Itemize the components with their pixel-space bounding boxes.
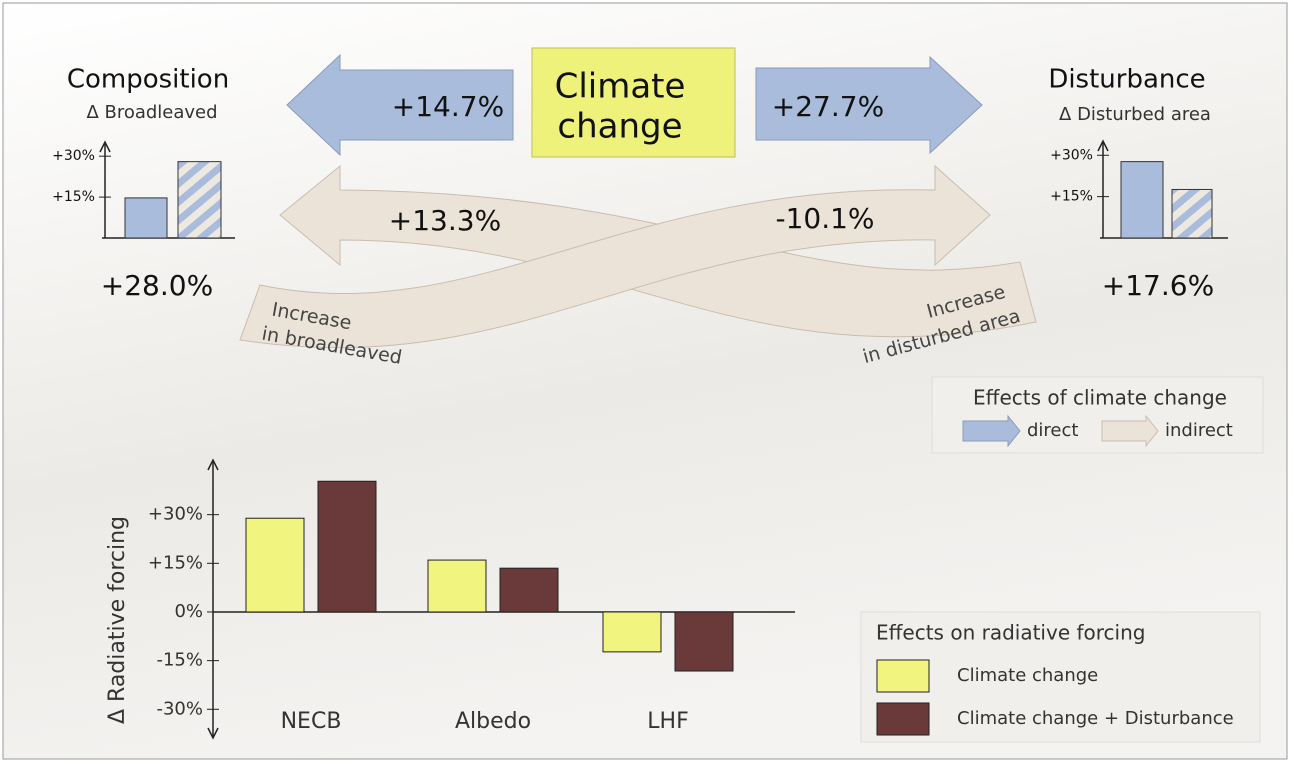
panel-subtitle: Δ Disturbed area [1059,104,1211,125]
direct-value: +14.7% [392,90,504,123]
legend-label: Climate change + Disturbance [957,708,1234,729]
legend-label: indirect [1165,420,1233,441]
indirect-value: +13.3% [389,204,501,237]
legend-swatch [1101,414,1159,448]
axis-arrow [1097,139,1109,152]
legend-swatch [876,659,930,693]
panel-subtitle: Δ Broadleaved [86,102,217,123]
bar [602,611,662,653]
bar [1120,161,1164,239]
axis-arrow [99,140,111,153]
y-tick-label: +30% [52,148,95,164]
legend-swatch [962,414,1021,448]
x-tick-label: Albedo [455,709,531,734]
y-tick-label: +30% [148,504,203,525]
x-tick-label: LHF [647,709,688,734]
legend-title: Effects on radiative forcing [876,621,1145,645]
y-tick-label: -30% [156,698,203,719]
y-tick-label: +15% [52,189,95,205]
center-box [531,47,736,158]
legend-swatch [876,702,930,736]
legend-label: direct [1027,420,1078,441]
bar [1171,188,1213,239]
bar [245,517,305,613]
direct-arrow-right [755,55,983,155]
indirect-value: -10.1% [775,202,874,235]
axis-arrow [207,727,219,740]
y-tick-label: +30% [1050,147,1093,163]
y-tick-label: +15% [1050,189,1093,205]
direct-value: +27.7% [772,90,884,123]
center-label: change [557,107,682,147]
y-tick-label: -15% [156,650,203,671]
panel-total: +17.6% [1102,269,1214,302]
panel-title: Composition [67,65,229,95]
y-tick-label: +15% [148,552,203,573]
legend-label: Climate change [957,665,1098,686]
center-label: Climate [555,67,686,107]
axis-arrow [207,458,219,471]
panel-total: +28.0% [101,269,213,302]
bar [499,567,559,613]
bar [124,197,168,239]
legend-title: Effects of climate change [973,386,1227,410]
bar [427,559,487,613]
y-tick-label: 0% [174,601,203,622]
x-tick-label: NECB [281,709,342,734]
y-axis-label: Δ Radiative forcing [105,516,130,724]
bar [177,161,222,239]
direct-arrow-left [286,53,514,157]
bar [674,611,734,672]
bar [317,480,377,613]
indirect-arrow-right [239,164,991,348]
panel-title: Disturbance [1048,65,1205,95]
